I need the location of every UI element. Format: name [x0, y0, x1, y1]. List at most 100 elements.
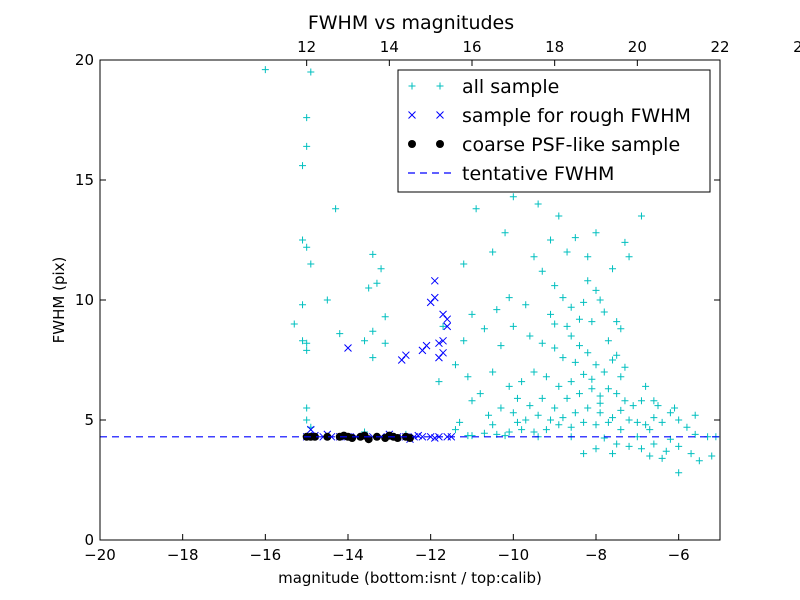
plus-point: [637, 212, 645, 220]
legend-circle-icon: [408, 140, 444, 148]
legend-marker: [436, 140, 444, 148]
plus-point: [708, 452, 716, 460]
top-x-tick-label: 14: [380, 38, 399, 56]
plus-point: [497, 342, 505, 350]
plus-point: [303, 339, 311, 347]
top-x-tick-label: 22: [710, 38, 729, 56]
plot-frame: [99, 59, 721, 541]
plus-point: [551, 344, 559, 352]
plus-point: [547, 310, 555, 318]
plus-point: [609, 356, 617, 364]
plus-point: [592, 229, 600, 237]
plus-point: [567, 332, 575, 340]
plus-point: [637, 445, 645, 453]
y-tick-label: 15: [75, 171, 94, 189]
plus-point: [575, 342, 583, 350]
plus-point: [551, 404, 559, 412]
plus-point: [303, 142, 311, 150]
plus-point: [513, 418, 521, 426]
plus-point: [509, 193, 517, 201]
plus-point: [530, 253, 538, 261]
plus-point: [621, 363, 629, 371]
plus-point: [588, 385, 596, 393]
legend-label-all-sample: all sample: [462, 76, 559, 98]
plus-point: [460, 260, 468, 268]
legend-marker: [408, 111, 416, 119]
plus-point: [592, 286, 600, 294]
plus-point: [596, 392, 604, 400]
x-point: [430, 293, 439, 302]
plus-point: [381, 339, 389, 347]
plus-point: [373, 279, 381, 287]
circle-point: [348, 434, 357, 442]
x-point: [439, 336, 447, 345]
plus-point: [609, 265, 617, 273]
plus-point: [509, 322, 517, 330]
plus-point: [365, 284, 373, 292]
plus-point: [513, 394, 521, 402]
plus-point: [505, 294, 513, 302]
plus-point: [691, 411, 699, 419]
plus-point: [580, 298, 588, 306]
plus-point: [625, 416, 633, 424]
legend-marker: [436, 111, 444, 119]
top-x-tick-label: 20: [628, 38, 647, 56]
plus-point: [303, 346, 311, 354]
plus-point: [303, 416, 311, 424]
plus-point: [695, 457, 703, 465]
plus-point: [646, 452, 654, 460]
plus-point: [675, 469, 683, 477]
x-tick-label: −10: [498, 546, 530, 564]
legend-marker: [408, 140, 416, 148]
plus-point: [584, 404, 592, 412]
plus-point: [505, 382, 513, 390]
plus-point: [559, 294, 567, 302]
plus-point: [596, 296, 604, 304]
plus-point: [658, 418, 666, 426]
plus-point: [480, 429, 488, 437]
legend-x-icon: [408, 111, 444, 119]
plus-point: [299, 337, 307, 345]
plus-point: [555, 212, 563, 220]
plus-point: [530, 368, 538, 376]
plus-point: [489, 421, 497, 429]
plus-point: [501, 432, 509, 440]
circle-point: [323, 432, 332, 441]
plus-point: [518, 426, 526, 434]
plus-point: [290, 320, 298, 328]
x-point: [430, 276, 439, 285]
series-coarse-psf-like-sample: [302, 431, 414, 444]
plus-point: [559, 414, 567, 422]
plus-point: [538, 339, 546, 347]
plus-point: [381, 313, 389, 321]
plus-point: [575, 315, 583, 323]
plus-point: [691, 430, 699, 438]
plus-point: [489, 248, 497, 256]
plus-point: [369, 327, 377, 335]
top-x-tick-label: 18: [545, 38, 564, 56]
legend-box: [397, 69, 711, 193]
plus-point: [604, 337, 612, 345]
plus-point: [505, 428, 513, 436]
plus-point: [369, 354, 377, 362]
plus-point: [377, 265, 385, 273]
legend-entry-rough-fwhm: sample for rough FWHM: [408, 105, 691, 127]
axis-ticks: −20 −18 −16 −14 −12 −10 −8 −6 0 5 10 15 20 12 14 16 18 20…: [75, 38, 800, 564]
plus-point: [538, 394, 546, 402]
plus-point: [460, 337, 468, 345]
plus-point: [588, 375, 596, 383]
circle-point: [406, 434, 414, 442]
plus-point: [600, 308, 608, 316]
plus-point: [629, 402, 637, 410]
series-all-sample: [261, 66, 720, 477]
plus-point: [451, 426, 459, 434]
plus-point: [361, 337, 369, 345]
plus-point: [332, 205, 340, 213]
plus-point: [493, 306, 501, 314]
plus-point: [609, 414, 617, 422]
plus-point: [542, 426, 550, 434]
plus-point: [633, 418, 641, 426]
legend: all sample sample for rough FWHM coarse …: [397, 69, 711, 193]
legend-entry-all-sample: all sample: [408, 76, 559, 98]
plus-point: [592, 421, 600, 429]
